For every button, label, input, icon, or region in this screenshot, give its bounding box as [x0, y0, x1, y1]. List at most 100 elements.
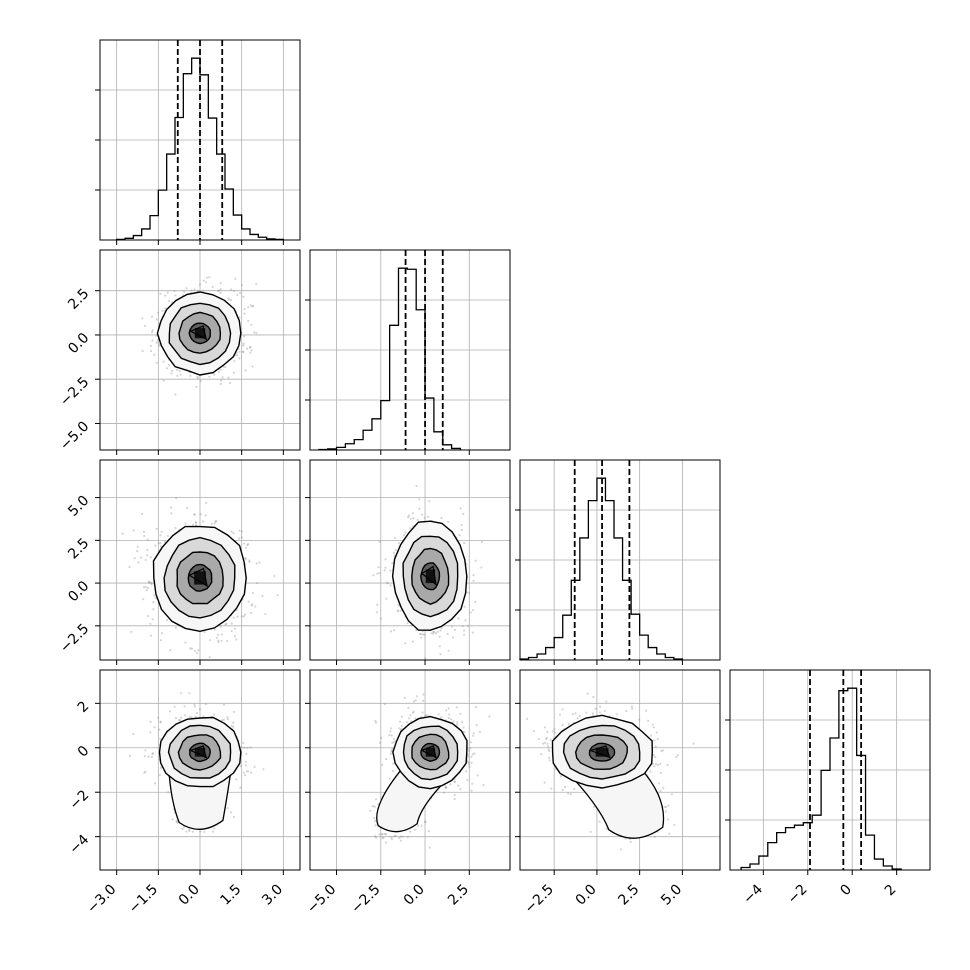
- scatter-point: [188, 715, 191, 719]
- scatter-point: [170, 512, 173, 515]
- scatter-point: [460, 528, 463, 532]
- scatter-point: [397, 610, 400, 613]
- scatter-point: [472, 734, 475, 737]
- scatter-point: [196, 376, 199, 380]
- scatter-point: [394, 537, 397, 540]
- scatter-point: [151, 752, 155, 755]
- scatter-point: [183, 705, 186, 708]
- scatter-point: [229, 288, 233, 291]
- scatter-point: [162, 379, 165, 382]
- scatter-point: [159, 292, 162, 295]
- scatter-point: [438, 645, 441, 648]
- scatter-point: [398, 837, 401, 840]
- scatter-point: [211, 285, 214, 288]
- scatter-point: [156, 339, 159, 342]
- scatter-point: [168, 299, 171, 302]
- scatter-point: [139, 556, 143, 559]
- scatter-point: [143, 534, 146, 538]
- scatter-point: [239, 292, 242, 295]
- scatter-point: [469, 747, 472, 750]
- scatter-point: [205, 281, 208, 284]
- scatter-point: [215, 636, 218, 639]
- scatter-point: [242, 350, 245, 353]
- scatter-point: [389, 584, 392, 587]
- scatter-point: [175, 820, 178, 823]
- scatter-point: [174, 717, 177, 720]
- scatter-point: [638, 718, 641, 721]
- scatter-point: [464, 619, 467, 622]
- scatter-point: [448, 713, 451, 716]
- scatter-point: [185, 287, 188, 290]
- scatter-point: [376, 603, 379, 607]
- density-inner-contour: [188, 567, 208, 588]
- panel-frame: [99, 669, 301, 871]
- scatter-point: [199, 830, 202, 833]
- scatter-point: [238, 529, 241, 532]
- scatter-point: [421, 711, 424, 714]
- scatter-panel-3-1: [305, 669, 511, 875]
- scatter-point: [548, 749, 551, 753]
- scatter-point: [150, 583, 153, 586]
- scatter-point: [399, 728, 402, 731]
- scatter-point: [662, 786, 665, 789]
- scatter-point: [149, 622, 152, 626]
- scatter-point: [455, 706, 458, 709]
- scatter-point: [232, 725, 235, 728]
- scatter-point: [149, 344, 152, 347]
- panel-frame: [99, 39, 301, 241]
- scatter-point: [217, 639, 220, 642]
- scatter-point: [463, 542, 466, 545]
- scatter-point: [250, 771, 253, 774]
- scatter-point: [407, 514, 411, 517]
- scatter-point: [222, 718, 225, 722]
- scatter-point: [394, 548, 397, 552]
- scatter-point: [376, 572, 379, 575]
- scatter-point: [219, 625, 222, 628]
- scatter-point: [132, 529, 135, 532]
- scatter-point: [407, 516, 410, 519]
- scatter-point: [434, 632, 438, 635]
- scatter-point: [488, 715, 491, 718]
- scatter-point: [230, 530, 233, 533]
- scatter-point: [149, 634, 152, 637]
- scatter-point: [180, 716, 183, 719]
- scatter-point: [249, 304, 252, 307]
- scatter-point: [244, 774, 247, 777]
- scatter-point: [190, 716, 193, 719]
- scatter-point: [232, 371, 235, 374]
- scatter-point: [242, 350, 245, 353]
- scatter-point: [150, 331, 154, 334]
- scatter-point: [369, 809, 372, 812]
- scatter-point: [415, 629, 418, 632]
- scatter-point: [381, 763, 384, 767]
- scatter-point: [243, 308, 246, 311]
- density-core: [425, 569, 435, 584]
- scatter-point: [432, 632, 435, 635]
- scatter-point: [390, 836, 393, 839]
- scatter-point: [436, 630, 439, 633]
- scatter-point: [631, 707, 634, 710]
- scatter-point: [136, 545, 139, 548]
- scatter-point: [447, 707, 450, 710]
- panel-content: [526, 692, 695, 851]
- scatter-point: [430, 632, 433, 635]
- scatter-point: [466, 778, 469, 782]
- scatter-point: [392, 551, 395, 555]
- scatter-point: [149, 581, 152, 584]
- scatter-point: [166, 367, 169, 370]
- scatter-point: [447, 520, 450, 524]
- scatter-point: [208, 276, 211, 279]
- scatter-point: [185, 830, 188, 833]
- scatter-point: [399, 839, 402, 842]
- scatter-point: [178, 370, 181, 373]
- scatter-point: [252, 304, 255, 307]
- scatter-point: [250, 349, 253, 352]
- scatter-point: [149, 720, 152, 723]
- scatter-point: [469, 741, 472, 744]
- scatter-point: [155, 318, 158, 321]
- scatter-point: [450, 625, 453, 628]
- scatter-point: [374, 721, 378, 724]
- scatter-point: [474, 705, 478, 709]
- scatter-point: [225, 622, 228, 626]
- scatter-point: [158, 728, 161, 731]
